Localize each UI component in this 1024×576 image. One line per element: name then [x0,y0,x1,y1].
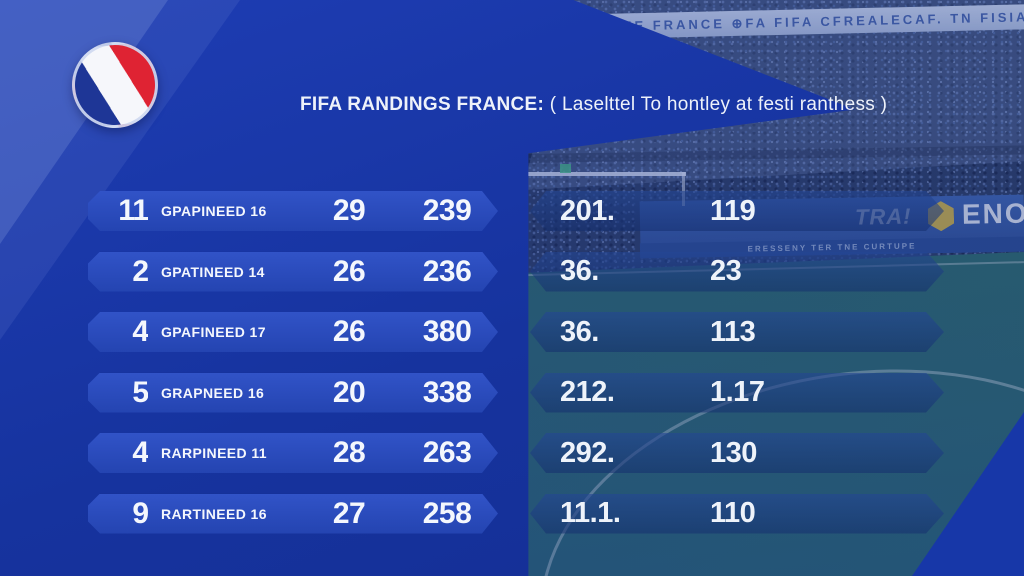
page-title-tail: ( Laselttel To hontley at festi ranthess… [544,94,888,115]
stat-value-1: 26 [332,254,366,288]
rank-value: 2 [132,254,148,288]
rankings-table-left: 11 GPAPINEED 16 29 239 2 GPATINEED 14 26… [88,191,498,534]
stat-value-3: 36. [560,315,599,348]
stat-value-2: 263 [422,436,472,469]
rank-value: 4 [132,315,148,348]
team-label: GPATINEED 14 [161,263,265,280]
stat-value-1: 29 [332,194,366,227]
team-label: GPAPINEED 16 [161,203,267,219]
stat-value-3: 36. [560,255,599,287]
team-label: RARTINEED 16 [161,505,267,522]
team-label: GPAFINEED 17 [161,324,266,340]
rank-value: 9 [132,496,148,530]
stat-value-4: 119 [710,194,756,227]
table-row-overlay: 212. 1.17 [530,373,944,413]
table-row: 9 RARTINEED 16 27 258 [88,494,498,534]
rankings-table-right: 201. 119 36. 23 36. 113 212. 1.17 292. 1… [530,191,944,534]
table-row: 4 GPAFINEED 17 26 380 [88,312,498,352]
stat-value-4: 23 [710,255,742,287]
rank-value: 5 [132,375,148,409]
stat-value-3: 11.1. [560,497,621,529]
team-label: RARPINEED 11 [161,445,267,461]
table-row: 5 GRAPNEED 16 20 338 [88,373,498,413]
stat-value-4: 110 [710,497,756,529]
table-row-overlay: 292. 130 [530,433,944,473]
table-row-overlay: 36. 23 [530,252,944,292]
page-title-bold: FIFA RANDINGS FRANCE: [300,94,545,115]
stat-value-1: 20 [332,375,366,409]
stat-value-2: 258 [422,496,472,530]
stat-value-3: 201. [560,194,615,227]
team-label: GRAPNEED 16 [161,384,265,401]
stat-value-3: 212. [560,376,615,408]
stat-value-4: 113 [710,315,756,348]
table-row: 4 RARPINEED 11 28 263 [88,433,498,473]
stat-value-1: 28 [332,436,366,469]
table-row: 11 GPAPINEED 16 29 239 [88,191,498,231]
table-row-overlay: 201. 119 [530,191,944,231]
stat-value-1: 26 [332,315,366,348]
table-row: 2 GPATINEED 14 26 236 [88,252,498,292]
page-title: FIFA RANDINGS FRANCE: ( Laselttel To hon… [300,94,887,116]
stat-value-3: 292. [560,436,615,469]
rank-value: 11 [118,194,148,227]
stat-value-1: 27 [332,496,366,530]
rank-value: 4 [132,436,148,469]
goal-flag-marker [560,164,571,173]
stat-value-4: 130 [710,436,757,469]
table-row-overlay: 36. 113 [530,312,944,352]
table-row-overlay: 11.1. 110 [530,494,944,534]
goal-post-right [682,172,685,206]
stat-value-2: 236 [422,254,472,288]
goal-crossbar [516,172,686,176]
stat-value-4: 1.17 [710,376,765,408]
stat-value-2: 338 [422,375,472,409]
stat-value-2: 380 [422,315,472,348]
stat-value-2: 239 [422,194,472,227]
